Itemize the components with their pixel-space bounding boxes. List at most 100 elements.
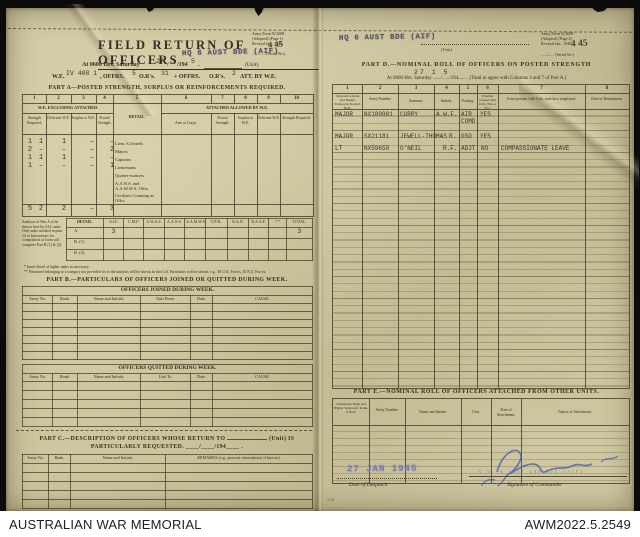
roll-employed: COMPASSIONATE LEAVE bbox=[501, 145, 570, 152]
officers-joined-table: OFFICERS JOINED DURING WEEK. Army No. Ra… bbox=[21, 286, 314, 360]
empty-cell bbox=[48, 499, 71, 509]
part-c-title-line1: PART C.—DESCRIPTION OF OFFICERS WHOSE RE… bbox=[22, 434, 312, 443]
analysis-cell bbox=[268, 249, 287, 261]
col-number: 8 bbox=[244, 96, 247, 101]
roll-present: NO bbox=[481, 145, 489, 152]
part-c-title-line2: PARTICULARLY REQUESTED. ____/____/194___… bbox=[22, 444, 312, 451]
empty-cell bbox=[52, 343, 78, 352]
part-e-header: Unit. bbox=[472, 410, 480, 414]
serial-label: ....../...... (Serial No.) bbox=[252, 51, 285, 56]
empty-cell bbox=[211, 327, 314, 336]
roll-posting: ADJT bbox=[461, 145, 476, 152]
part-d-header: Substantive Rank and Higher Temporary Ra… bbox=[334, 94, 361, 109]
empty-cell bbox=[70, 499, 166, 509]
roll-rank: MAJOR bbox=[335, 133, 354, 140]
typed-total: 2 bbox=[38, 205, 44, 213]
joined-band-title: OFFICERS JOINED DURING WEEK. bbox=[21, 286, 314, 296]
typed-value: – bbox=[109, 138, 115, 146]
rank-label: Quarter-masters bbox=[115, 173, 144, 178]
quitted-header: CAUSE. bbox=[211, 373, 314, 382]
analysis-cell bbox=[143, 238, 165, 250]
empty-cell bbox=[48, 463, 71, 473]
empty-cell bbox=[190, 381, 213, 391]
empty-cell bbox=[211, 408, 314, 418]
quitted-header: Name and Initials. bbox=[77, 373, 141, 382]
roll-present: YES bbox=[480, 111, 491, 118]
part-c-header: Rank. bbox=[48, 454, 71, 464]
empty-cell bbox=[211, 343, 314, 352]
empty-cell bbox=[22, 463, 49, 473]
empty-cell bbox=[190, 335, 213, 344]
analysis-col: CIVIL. bbox=[205, 218, 228, 228]
empty-cell bbox=[77, 335, 141, 344]
group-header-attached: ATTACHED ALLOWED BY W.E. bbox=[205, 105, 269, 110]
empty-cell bbox=[52, 381, 78, 391]
empty-cell bbox=[52, 390, 78, 400]
empty-cell bbox=[211, 417, 314, 427]
analysis-cell bbox=[227, 249, 249, 261]
analysis-note: Analysis of Part A to be shown here by A… bbox=[22, 220, 64, 247]
unit-dotted-line bbox=[421, 38, 529, 45]
part-e-header: Date of Attachment. bbox=[496, 408, 516, 417]
empty-cell bbox=[70, 490, 166, 500]
att-label: ATT. BY W.E. bbox=[240, 74, 277, 80]
unit-label: (Unit) bbox=[441, 47, 452, 52]
empty-cell bbox=[22, 335, 53, 344]
typed-value: – bbox=[89, 154, 95, 162]
typed-value: – bbox=[61, 162, 67, 170]
form-ref-line2: (Adopted) (Page 2) bbox=[541, 36, 572, 41]
empty-cell bbox=[165, 472, 313, 482]
typed-value: – bbox=[61, 146, 67, 154]
empty-cell bbox=[22, 327, 53, 336]
rank-label: A.A.N.S. and A.A.M.W.S. Offrs. bbox=[115, 181, 150, 192]
col-number: 5 bbox=[135, 96, 139, 101]
analysis-row-label: B. (1) bbox=[66, 238, 104, 250]
roll-surname: O'NEIL bbox=[400, 145, 422, 152]
empty-cell bbox=[22, 417, 53, 427]
empty-cell bbox=[140, 351, 191, 360]
typed-value: 1 bbox=[61, 138, 67, 146]
empty-cell bbox=[140, 343, 191, 352]
empty-cell bbox=[22, 399, 53, 409]
form-ref-line2: (Adopted) (Page 1) bbox=[252, 36, 283, 41]
analysis-col: R.A.A.F. bbox=[248, 218, 269, 228]
footer-institution: AUSTRALIAN WAR MEMORIAL bbox=[9, 516, 202, 532]
empty-cell bbox=[190, 327, 213, 336]
empty-cell bbox=[48, 490, 71, 500]
empty-cell bbox=[52, 319, 78, 328]
typed-offrs: 5 bbox=[132, 70, 136, 77]
typed-value: – bbox=[38, 146, 44, 154]
typed-we: IV 408 1 bbox=[66, 70, 98, 77]
serial-label: ....../...... (Serial No.) bbox=[541, 52, 574, 57]
empty-cell bbox=[77, 399, 141, 409]
part-d-header: Surname. bbox=[408, 99, 424, 103]
col-number: 3 bbox=[82, 96, 85, 101]
empty-cell bbox=[77, 381, 141, 391]
offrs-label: , OFFRS. bbox=[100, 74, 125, 80]
date-sep1: / bbox=[167, 62, 169, 68]
roll-rank: LT bbox=[335, 145, 343, 152]
empty-cell bbox=[190, 311, 213, 320]
part-e-title: PART E.—NOMINAL ROLL OF OFFICERS ATTACHE… bbox=[353, 389, 600, 395]
print-code: 5/38. bbox=[327, 497, 336, 502]
subheader: Strength Required. bbox=[27, 116, 42, 125]
analysis-cell bbox=[164, 227, 185, 239]
ors2-label: O.R's. bbox=[209, 74, 226, 80]
typed-value: 1 bbox=[27, 138, 33, 146]
empty-cell bbox=[22, 481, 49, 491]
empty-cell bbox=[52, 399, 78, 409]
quitted-header: Unit To. bbox=[140, 373, 191, 382]
part-a-title: PART A—POSTED STRENGTH, SURPLUS OR REINF… bbox=[48, 85, 286, 91]
empty-cell bbox=[140, 399, 191, 409]
empty-cell bbox=[140, 311, 191, 320]
empty-cell bbox=[165, 463, 313, 473]
commander-stamp-text: C.O. 6 AUST INF BDE (AIF) bbox=[479, 470, 585, 475]
empty-cell bbox=[211, 390, 314, 400]
typed-month: 1 bbox=[172, 58, 176, 65]
serial-number-handwritten: 4 45 bbox=[570, 38, 588, 50]
empty-cell bbox=[140, 327, 191, 336]
typed-value: – bbox=[89, 138, 95, 146]
empty-cell bbox=[190, 319, 213, 328]
part-d-header: Posting. bbox=[461, 99, 475, 103]
empty-cell bbox=[22, 311, 53, 320]
